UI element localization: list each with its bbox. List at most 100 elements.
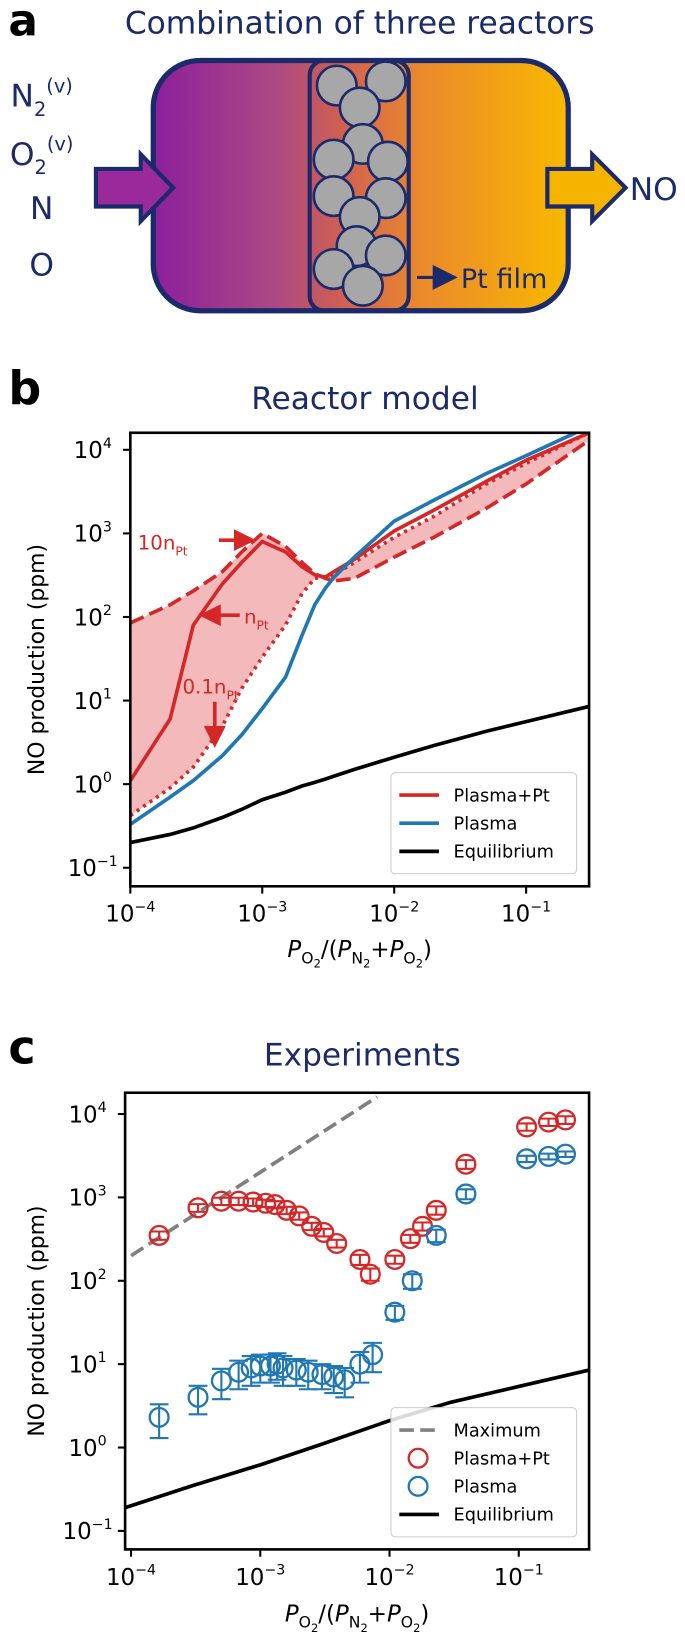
data-point [516,1116,538,1138]
data-point [210,1370,232,1392]
data-point [297,1361,319,1383]
x-axis-label-part: /( [318,1601,335,1627]
data-point [349,1248,371,1271]
error-bar [517,1154,536,1164]
x-axis-label-part: P [285,1601,299,1627]
y-tick-label-sup: −1 [97,854,118,870]
x-axis-label-part: P [335,1601,349,1627]
data-point [554,1143,577,1165]
error-bar [302,1221,322,1232]
input-label-base: N [30,191,53,227]
data-point [272,1357,294,1379]
plot-area [130,432,590,845]
x-axis-label-part: 2 [311,1621,318,1635]
x-tick-label: 10−3 [237,899,287,927]
x-tick-label-sup: −1 [523,1563,544,1579]
data-point [210,1190,232,1212]
error-bar [188,1384,208,1416]
x-tick-label-base: 10 [235,1565,264,1591]
legend-box [390,772,578,875]
data-point [384,1248,406,1271]
x-tick-label-sup: −2 [394,1563,415,1579]
x-axis-label-part: /( [321,937,338,963]
error-bar [277,1205,297,1216]
legend-marker [407,1447,429,1469]
error-bar [363,1341,382,1374]
x-axis-label-part: 2 [363,957,370,971]
annotation-base: 10n [138,532,176,555]
input-label: N [30,191,53,227]
annotation-base: n [244,606,257,629]
error-bar [243,1197,263,1207]
y-tick-label-sup: 4 [103,436,112,452]
input-label-base: N [11,78,34,114]
input-label: N2(v) [11,74,73,120]
input-label-sup: (v) [47,133,74,156]
panel-label: a [8,0,38,47]
data-point [276,1199,298,1221]
legend-marker [407,1475,429,1497]
x-axis-label-part: P [387,1601,401,1627]
x-tick-label-base: 10 [494,1565,523,1591]
y-tick-label-base: 10 [68,1352,97,1378]
inlet-arrow [93,149,176,227]
error-bar [539,1117,558,1127]
annotation: nPt [244,606,269,633]
x-tick-label-sup: −4 [135,1563,156,1579]
y-tick-label-base: 10 [74,438,103,464]
data-point [334,1369,356,1391]
panel-label: b [8,362,41,416]
y-axis-label: NO production (ppm) [25,1206,50,1437]
x-axis-label-part: O [301,948,313,967]
x-axis-label-part: N [351,948,363,967]
x-tick-label-sup: −3 [266,899,287,915]
y-tick-label: 104 [68,1100,106,1128]
y-tick-label-sup: 3 [103,519,112,535]
x-tick-label-base: 10 [237,902,266,928]
error-bar [517,1122,536,1132]
error-bar [149,1230,169,1241]
y-tick-label-base: 10 [74,773,103,799]
y-tick-label-base: 10 [74,522,103,548]
series-line [130,432,590,782]
x-tick-label: 10−1 [501,899,551,927]
output-label: NO [630,172,678,208]
x-tick-label-sup: −1 [530,899,551,915]
error-bar [350,1350,370,1384]
x-tick-label-sup: −2 [398,899,419,915]
y-tick-label-sup: 0 [98,1434,107,1450]
data-point [384,1301,406,1323]
x-axis-label-part: O [403,948,415,967]
x-axis-label-part: ) [420,1601,429,1627]
data-point [455,1153,477,1175]
y-tick-label-sup: −1 [92,1517,113,1533]
data-point [187,1386,209,1408]
x-axis-label-part: ) [423,937,432,963]
input-label-sub: 2 [34,98,46,121]
series-line [125,1368,590,1510]
annotation: 10nPt [138,532,188,559]
input-label-base: O [10,137,35,173]
data-point [311,1364,333,1386]
x-axis-label-part: P [338,937,352,963]
x-tick-label: 10−3 [235,1563,285,1591]
data-point [148,1224,170,1246]
x-tick-label-base: 10 [501,902,530,928]
x-tick-label-base: 10 [105,902,134,928]
data-point [266,1353,288,1375]
plot-frame [123,1091,591,1551]
legend-label: Plasma [454,814,518,834]
data-point [242,1191,264,1213]
y-tick-label: 101 [74,687,112,715]
y-tick-label-sup: 2 [98,1267,107,1283]
y-tick-label-sup: 0 [103,770,112,786]
data-point [187,1197,209,1219]
x-axis-label-part: P [287,937,301,963]
y-tick-label: 103 [74,519,112,547]
y-tick-label: 104 [74,436,112,464]
y-tick-label-sup: 4 [98,1100,107,1116]
x-axis-label-part: 2 [416,957,423,971]
x-axis-label-part: 2 [314,957,321,971]
annotation-sub: Pt [257,618,269,632]
